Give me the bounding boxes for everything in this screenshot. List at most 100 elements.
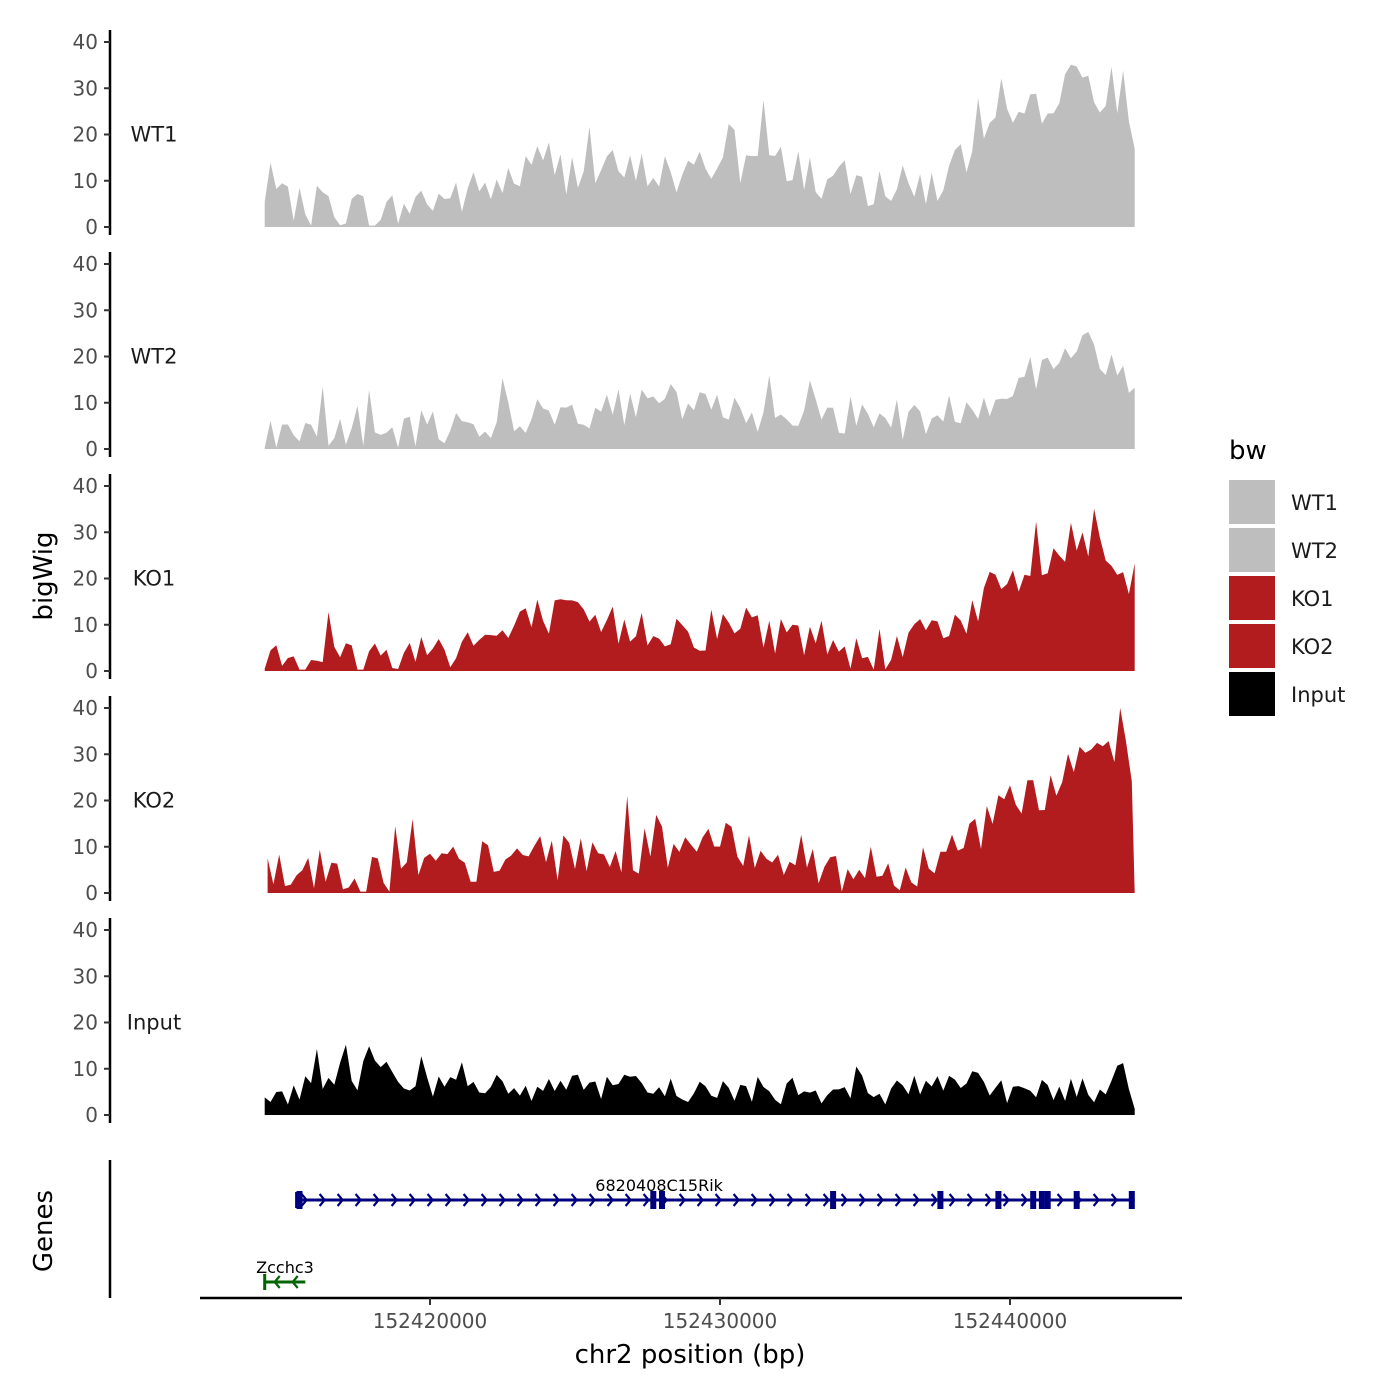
y-tick-label: 10 [73, 391, 98, 415]
strand-arrow [516, 1193, 525, 1207]
legend-label-wt1: WT1 [1291, 491, 1338, 515]
track-label: KO2 [133, 789, 176, 813]
strand-arrow [696, 1193, 705, 1207]
y-tick-label: 20 [73, 345, 98, 369]
y-tick-label: 40 [73, 252, 98, 276]
track-label: KO1 [133, 567, 176, 591]
y-tick-label: 20 [73, 567, 98, 591]
y-axis-title: bigWig [29, 531, 59, 620]
legend-label-wt2: WT2 [1291, 539, 1338, 563]
exon-block [650, 1191, 657, 1209]
track-label: WT1 [131, 123, 178, 147]
strand-arrow [966, 1193, 975, 1207]
strand-arrow [273, 1275, 281, 1289]
track-label: WT2 [131, 345, 178, 369]
y-tick-label: 10 [73, 613, 98, 637]
strand-arrow [552, 1193, 561, 1207]
exon-block [1128, 1191, 1135, 1209]
exon-block [1044, 1191, 1051, 1209]
legend-swatch-ko2 [1229, 624, 1275, 668]
strand-arrow [570, 1193, 579, 1207]
strand-arrow [534, 1193, 543, 1207]
strand-arrow [318, 1193, 327, 1207]
x-tick-label: 152420000 [373, 1309, 488, 1333]
y-tick-label: 0 [85, 437, 98, 461]
genes-track: 6820408C15Rik Zcchc3 [108, 1160, 1135, 1298]
x-tick-label: 152440000 [953, 1309, 1068, 1333]
strand-arrow [1020, 1193, 1029, 1207]
strand-arrow [840, 1193, 849, 1207]
strand-arrow [768, 1193, 777, 1207]
legend-swatch-wt2 [1229, 528, 1275, 572]
strand-arrow [606, 1193, 615, 1207]
strand-arrow [858, 1193, 867, 1207]
y-tick-label: 40 [73, 918, 98, 942]
y-tick-label: 10 [73, 1057, 98, 1081]
coverage-area-ko1 [264, 508, 1135, 671]
strand-arrow [894, 1193, 903, 1207]
y-tick-label: 0 [85, 659, 98, 683]
exon-block [830, 1191, 837, 1209]
track-wt2: 0 10 20 30 40 WT2 [73, 252, 1135, 461]
exon-block [1038, 1191, 1045, 1209]
y-tick-label: 0 [85, 215, 98, 239]
strand-arrow [822, 1193, 831, 1207]
strand-arrow [624, 1193, 633, 1207]
legend-swatch-input [1229, 672, 1275, 716]
strand-arrow [678, 1193, 687, 1207]
y-tick-label: 0 [85, 1103, 98, 1127]
strand-arrow [930, 1193, 939, 1207]
strand-arrow [390, 1193, 399, 1207]
strand-arrow [462, 1193, 471, 1207]
y-tick-label: 30 [73, 298, 98, 322]
y-tick-label: 40 [73, 696, 98, 720]
x-axis-title: chr2 position (bp) [575, 1340, 806, 1370]
legend-title: bw [1229, 436, 1267, 466]
genes-axis-title: Genes [29, 1190, 59, 1272]
exon-block [1030, 1191, 1037, 1209]
strand-arrow [1002, 1193, 1011, 1207]
strand-arrow [786, 1193, 795, 1207]
gene-zcchc3: Zcchc3 [256, 1258, 314, 1290]
strand-arrow [372, 1193, 381, 1207]
y-tick-label: 30 [73, 520, 98, 544]
legend-label-ko1: KO1 [1291, 587, 1334, 611]
strand-arrow [498, 1193, 507, 1207]
y-tick-label: 40 [73, 474, 98, 498]
exon-block [1073, 1191, 1080, 1209]
strand-arrow [336, 1193, 345, 1207]
track-wt1: 0 10 20 30 40 WT1 [73, 30, 1135, 239]
strand-arrow [300, 1193, 309, 1207]
y-tick-label: 30 [73, 964, 98, 988]
gene-6820408c15rik: 6820408C15Rik [295, 1176, 1135, 1209]
y-tick-label: 10 [73, 169, 98, 193]
exon-block [296, 1191, 303, 1209]
strand-arrow [750, 1193, 759, 1207]
strand-arrow [1110, 1193, 1119, 1207]
track-label: Input [127, 1011, 181, 1035]
track-input: 0 10 20 30 40 Input [73, 918, 1135, 1127]
strand-arrow [444, 1193, 453, 1207]
y-tick-label: 30 [73, 76, 98, 100]
strand-arrow [1056, 1193, 1065, 1207]
exon-block [937, 1191, 944, 1209]
y-tick-label: 20 [73, 789, 98, 813]
strand-arrow [408, 1193, 417, 1207]
strand-arrow [426, 1193, 435, 1207]
y-tick-label: 40 [73, 30, 98, 54]
gene-name-label: 6820408C15Rik [595, 1176, 723, 1195]
strand-arrow [912, 1193, 921, 1207]
coverage-tracks: 0 10 20 30 40 WT1 0 10 20 30 40 WT2 0 10 20 30 40 KO1 0 10 2… [73, 30, 1135, 1127]
strand-arrow [291, 1275, 299, 1289]
exon-block [995, 1191, 1002, 1209]
y-tick-label: 30 [73, 742, 98, 766]
strand-arrow [948, 1193, 957, 1207]
strand-arrow [732, 1193, 741, 1207]
coverage-area-input [264, 1044, 1135, 1115]
y-tick-label: 20 [73, 1011, 98, 1035]
x-axis: 152420000 152430000 152440000 [200, 1296, 1182, 1333]
strand-arrow [1092, 1193, 1101, 1207]
legend-label-ko2: KO2 [1291, 635, 1334, 659]
legend: bw WT1 WT2 KO1 KO2 Input [1229, 436, 1345, 716]
